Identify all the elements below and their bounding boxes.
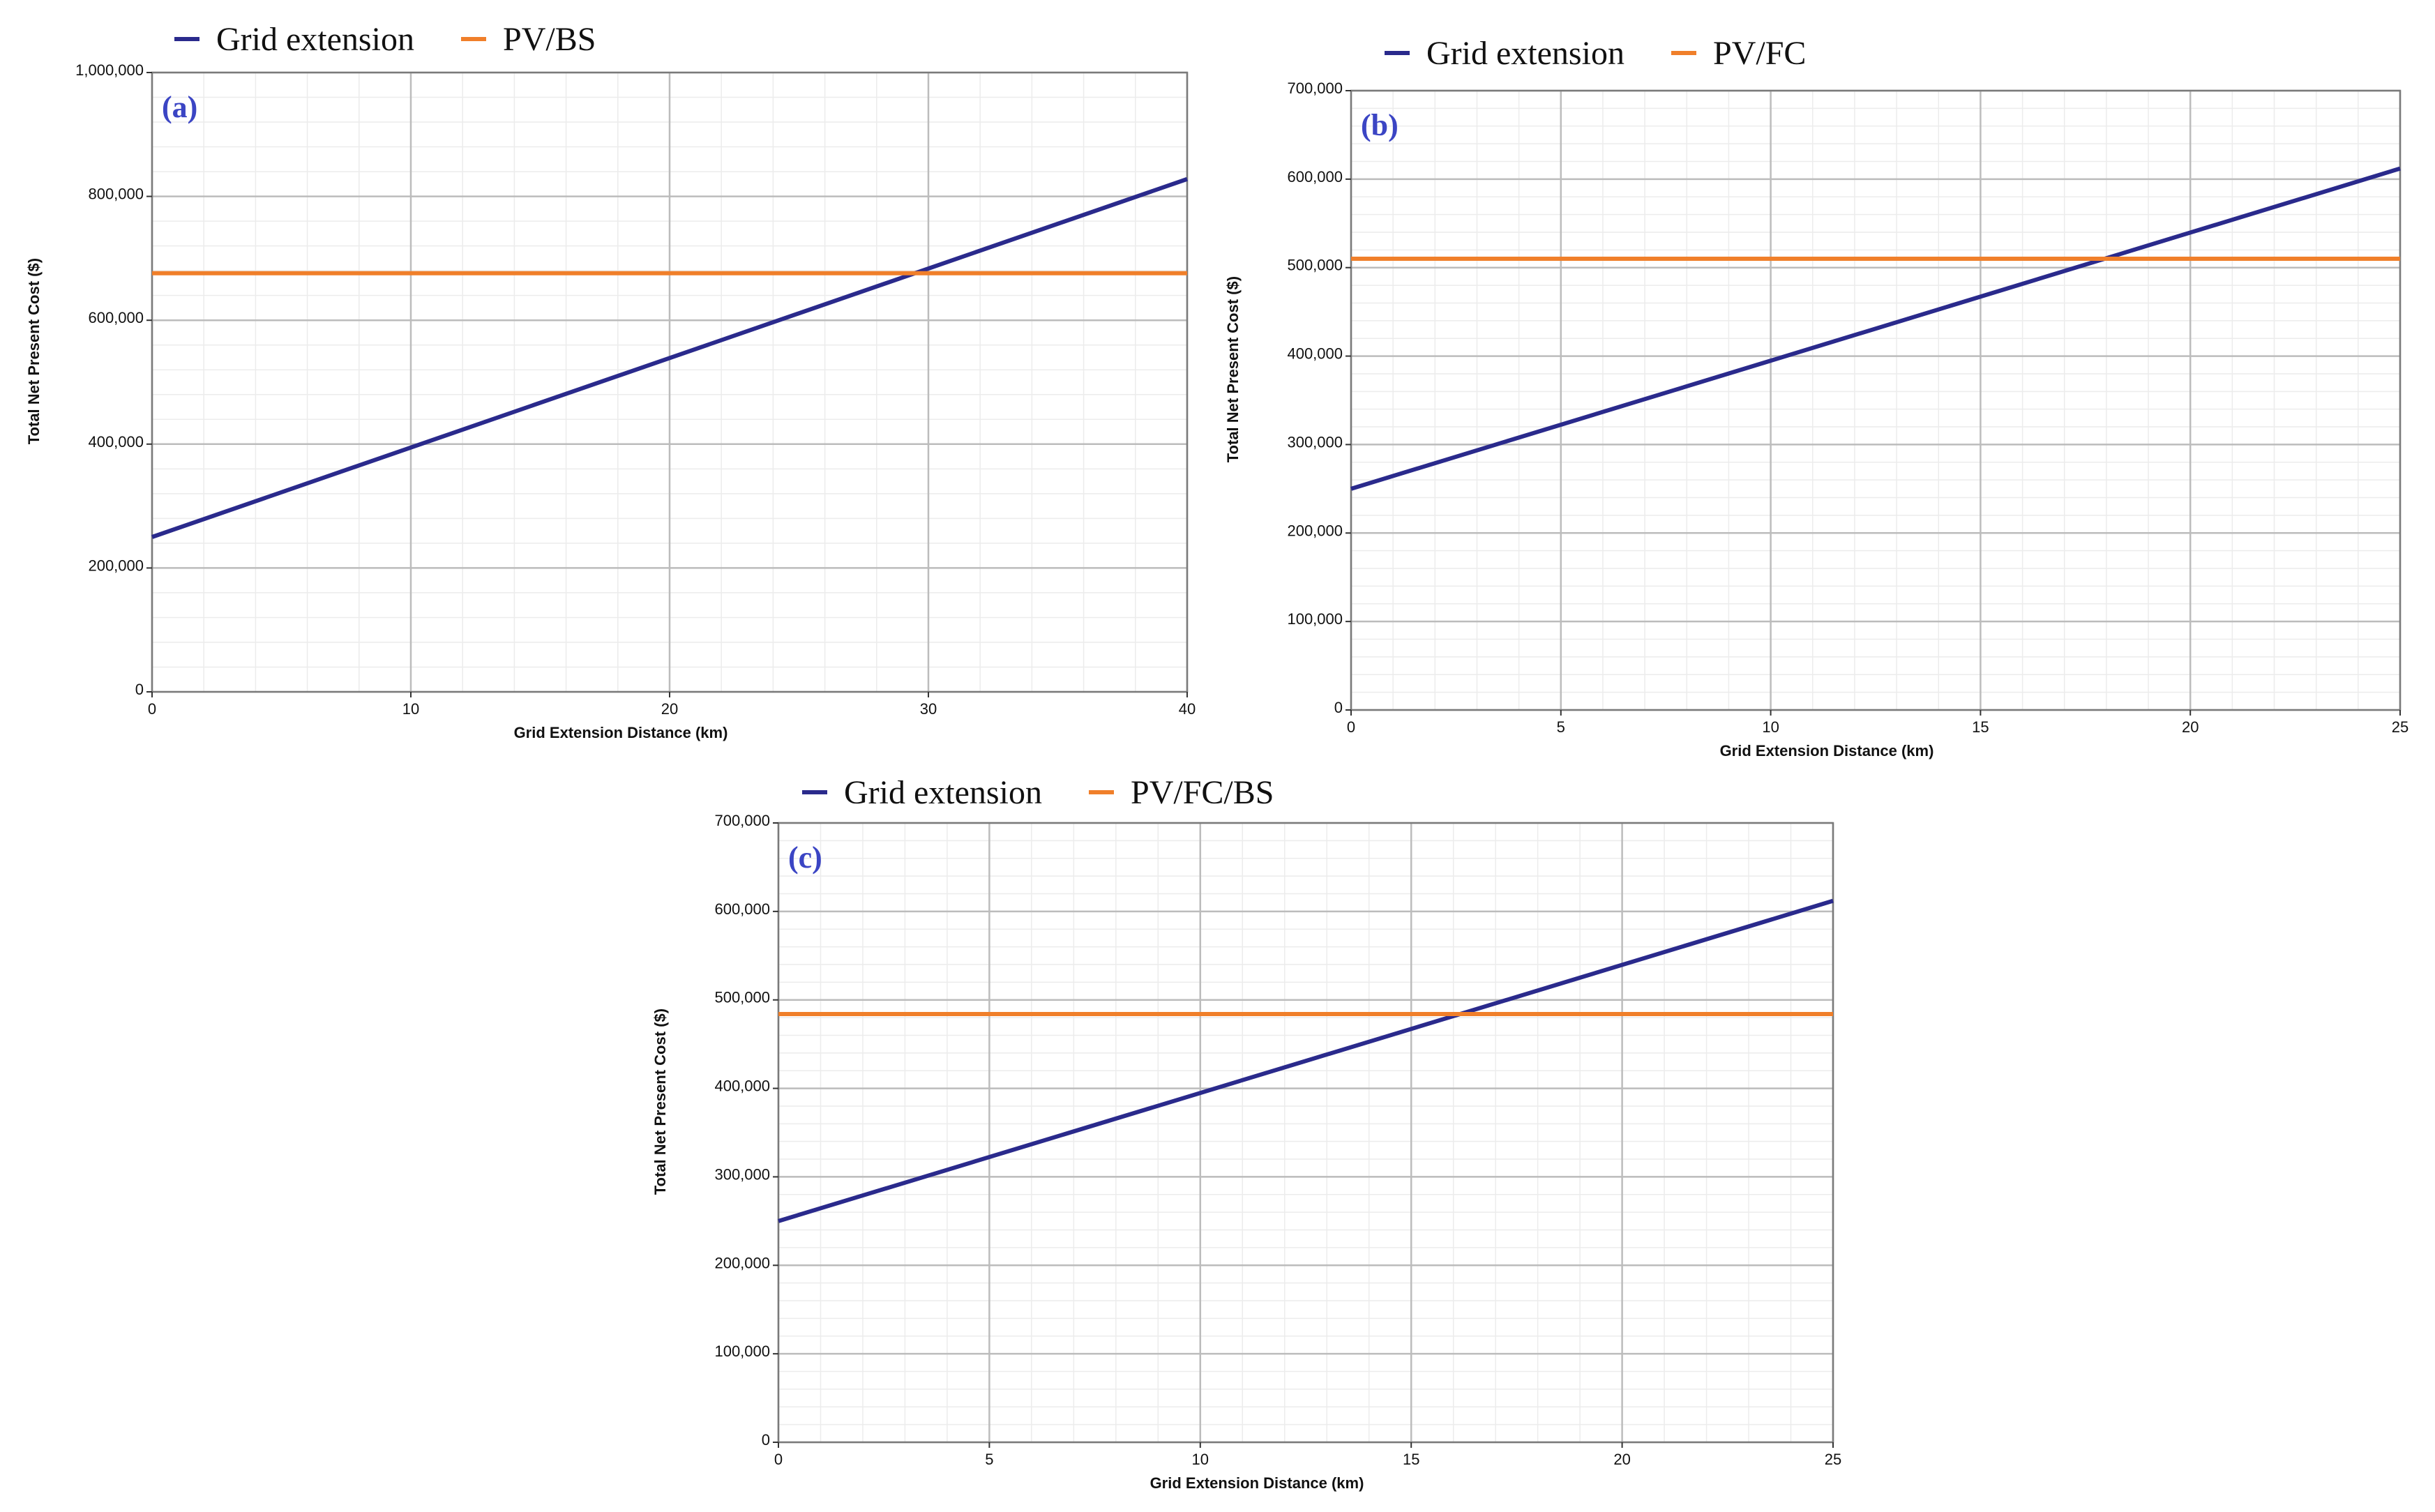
x-axis-title: Grid Extension Distance (km) xyxy=(514,724,728,741)
y-tick-label: 600,000 xyxy=(714,900,770,918)
x-tick-label: 5 xyxy=(1557,718,1565,736)
series-line-grid-extension xyxy=(1350,166,2401,491)
major-gridlines xyxy=(777,822,1834,1444)
y-axis-title: Total Net Present Cost ($) xyxy=(651,1008,669,1195)
y-tick-label: 800,000 xyxy=(88,186,144,203)
y-tick-label: 300,000 xyxy=(1287,433,1343,451)
legend: Grid extension PV/FC xyxy=(1385,35,1806,72)
y-tick-label: 600,000 xyxy=(1287,168,1343,186)
legend-entry-label: PV/BS xyxy=(503,21,596,58)
x-tick-label: 0 xyxy=(148,700,156,718)
y-tick-label: 200,000 xyxy=(88,557,144,574)
major-gridlines xyxy=(1350,89,2402,711)
plot-frame xyxy=(1350,89,2402,711)
x-tick-label: 0 xyxy=(774,1451,783,1468)
series-line-grid-extension xyxy=(151,176,1188,539)
y-tick-label: 600,000 xyxy=(88,309,144,326)
x-tick-label: 40 xyxy=(1179,700,1196,718)
legend: Grid extension PV/FC/BS xyxy=(802,774,1274,811)
panel-label: (c) xyxy=(788,840,822,875)
legend-entry-label: Grid extension xyxy=(844,774,1042,811)
legend-entry-label: Grid extension xyxy=(1426,35,1624,72)
y-tick-label: 500,000 xyxy=(1287,257,1343,274)
x-tick-label: 10 xyxy=(402,700,419,718)
x-tick-label: 20 xyxy=(1613,1451,1630,1468)
legend-entry-label: PV/FC xyxy=(1713,35,1806,72)
y-tick-label: 400,000 xyxy=(714,1078,770,1095)
legend-entry-label: PV/FC/BS xyxy=(1131,774,1274,811)
y-tick-label: 100,000 xyxy=(714,1343,770,1360)
x-tick-label: 10 xyxy=(1762,718,1779,736)
x-tick-label: 30 xyxy=(920,700,937,718)
y-tick-label: 0 xyxy=(1334,699,1343,716)
x-axis-title: Grid Extension Distance (km) xyxy=(1150,1474,1364,1492)
minor-gridlines xyxy=(778,823,1833,1442)
x-tick-label: 20 xyxy=(2182,718,2199,736)
y-tick-label: 400,000 xyxy=(88,433,144,451)
panel-label: (a) xyxy=(162,90,197,124)
series-line-grid-extension xyxy=(778,898,1834,1223)
chart-panel-3: 0 5 10 15 20 25 0 100,000 200,000 300,000 400,000 5… xyxy=(651,774,1841,1492)
y-axis-title: Total Net Present Cost ($) xyxy=(1224,276,1242,462)
plot-frame xyxy=(777,822,1834,1444)
x-tick-label: 5 xyxy=(985,1451,993,1468)
legend: Grid extension PV/BS xyxy=(174,21,596,58)
y-tick-label: 400,000 xyxy=(1287,345,1343,363)
y-tick-label: 100,000 xyxy=(1287,610,1343,628)
x-tick-label: 25 xyxy=(1825,1451,1841,1468)
y-tick-label: 500,000 xyxy=(714,989,770,1006)
y-tick-label: 200,000 xyxy=(1287,522,1343,539)
x-tick-label: 15 xyxy=(1403,1451,1419,1468)
panel-label: (b) xyxy=(1361,108,1399,142)
minor-gridlines xyxy=(1351,91,2400,710)
y-tick-label: 0 xyxy=(135,681,144,698)
y-tick-label: 1,000,000 xyxy=(75,61,144,79)
chart-panel-1: 0 10 20 30 40 0 200,000 400,000 600,000 800,000 1,… xyxy=(25,21,1196,741)
x-tick-label: 10 xyxy=(1192,1451,1209,1468)
y-axis-title: Total Net Present Cost ($) xyxy=(25,258,43,444)
x-tick-label: 15 xyxy=(1972,718,1989,736)
x-tick-label: 0 xyxy=(1347,718,1355,736)
x-axis-title: Grid Extension Distance (km) xyxy=(1720,742,1934,759)
chart-panel-2: 0 5 10 15 20 25 0 100,000 200,000 300,000 400,000 5… xyxy=(1224,35,2408,759)
y-tick-label: 700,000 xyxy=(1287,80,1343,97)
x-tick-label: 20 xyxy=(661,700,678,718)
y-tick-label: 300,000 xyxy=(714,1165,770,1183)
x-tick-label: 25 xyxy=(2392,718,2408,736)
legend-entry-label: Grid extension xyxy=(216,21,414,58)
y-tick-label: 700,000 xyxy=(714,812,770,829)
y-tick-label: 200,000 xyxy=(714,1254,770,1271)
y-tick-label: 0 xyxy=(762,1431,770,1449)
